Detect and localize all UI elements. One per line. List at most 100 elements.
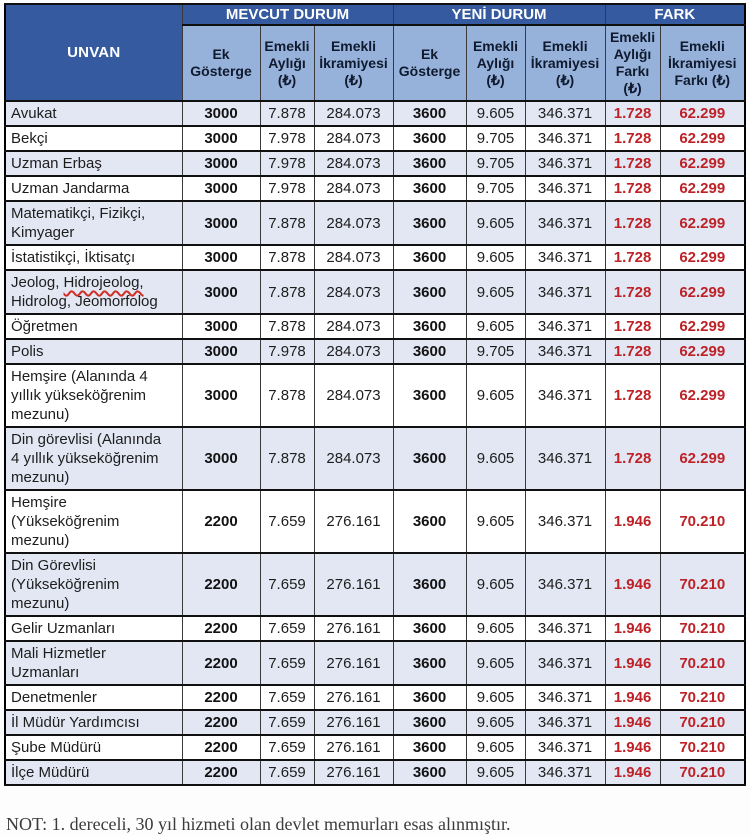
table-row: Din Görevlisi (Yükseköğrenim mezunu) 220… — [4, 552, 746, 617]
mevcut-ek-gosterge-cell: 3000 — [181, 244, 261, 271]
mevcut-ek-gosterge-cell: 3000 — [181, 363, 261, 428]
unvan-cell: Jeolog, Hidrojeolog, Hidrolog, Jeomorfol… — [4, 269, 183, 315]
mevcut-emekli-ayligi-cell: 7.878 — [259, 426, 315, 491]
fark-emekli-ikramiyesi-cell: 62.299 — [659, 200, 746, 246]
fark-emekli-ikramiyesi-cell: 62.299 — [659, 125, 746, 152]
unvan-cell: Bekçi — [4, 125, 183, 152]
table-row: Denetmenler 2200 7.659 276.161 3600 9.60… — [4, 684, 746, 711]
mevcut-emekli-ikramiyesi-cell: 284.073 — [313, 100, 394, 127]
yeni-ek-gosterge-cell: 3600 — [392, 640, 467, 686]
yeni-emekli-ikramiyesi-cell: 346.371 — [524, 244, 606, 271]
yeni-emekli-ikramiyesi-cell: 346.371 — [524, 759, 606, 786]
unvan-cell: Din Görevlisi (Yükseköğrenim mezunu) — [4, 552, 183, 617]
yeni-ek-gosterge-cell: 3600 — [392, 684, 467, 711]
yeni-ek-gosterge-cell: 3600 — [392, 615, 467, 642]
mevcut-emekli-ikramiyesi-cell: 276.161 — [313, 759, 394, 786]
fark-emekli-ayligi-cell: 1.728 — [604, 338, 661, 365]
yeni-ek-gosterge-cell: 3600 — [392, 175, 467, 202]
mevcut-emekli-ayligi-cell: 7.878 — [259, 313, 315, 340]
fark-emekli-ikramiyesi-cell: 62.299 — [659, 363, 746, 428]
table-row: Bekçi 3000 7.978 284.073 3600 9.705 346.… — [4, 125, 746, 152]
fark-emekli-ikramiyesi-cell: 62.299 — [659, 175, 746, 202]
fark-emekli-ikramiyesi-cell: 70.210 — [659, 734, 746, 761]
table-row: Jeolog, Hidrojeolog, Hidrolog, Jeomorfol… — [4, 269, 746, 315]
fark-emekli-ikramiyesi-cell: 70.210 — [659, 615, 746, 642]
unvan-cell: Denetmenler — [4, 684, 183, 711]
mevcut-emekli-ayligi-cell: 7.878 — [259, 100, 315, 127]
column-header-mevcut-emekli-ayligi: Emekli Aylığı (₺) — [259, 24, 315, 102]
unvan-cell: İstatistikçi, İktisatçı — [4, 244, 183, 271]
yeni-ek-gosterge-cell: 3600 — [392, 759, 467, 786]
mevcut-emekli-ikramiyesi-cell: 284.073 — [313, 269, 394, 315]
group-header-mevcut-durum: MEVCUT DURUM — [181, 3, 394, 26]
yeni-emekli-ayligi-cell: 9.605 — [465, 100, 526, 127]
mevcut-ek-gosterge-cell: 2200 — [181, 759, 261, 786]
yeni-emekli-ayligi-cell: 9.705 — [465, 338, 526, 365]
yeni-emekli-ikramiyesi-cell: 346.371 — [524, 338, 606, 365]
mevcut-emekli-ayligi-cell: 7.978 — [259, 175, 315, 202]
yeni-emekli-ikramiyesi-cell: 346.371 — [524, 150, 606, 177]
column-header-mevcut-ek-gosterge: Ek Gösterge — [181, 24, 261, 102]
mevcut-emekli-ayligi-cell: 7.659 — [259, 759, 315, 786]
fark-emekli-ikramiyesi-cell: 62.299 — [659, 313, 746, 340]
mevcut-emekli-ikramiyesi-cell: 284.073 — [313, 175, 394, 202]
fark-emekli-ikramiyesi-cell: 70.210 — [659, 709, 746, 736]
yeni-emekli-ikramiyesi-cell: 346.371 — [524, 175, 606, 202]
fark-emekli-ayligi-cell: 1.946 — [604, 615, 661, 642]
mevcut-ek-gosterge-cell: 3000 — [181, 426, 261, 491]
yeni-emekli-ayligi-cell: 9.605 — [465, 200, 526, 246]
table-row: Öğretmen 3000 7.878 284.073 3600 9.605 3… — [4, 313, 746, 340]
unvan-cell: İlçe Müdürü — [4, 759, 183, 786]
yeni-emekli-ikramiyesi-cell: 346.371 — [524, 100, 606, 127]
mevcut-emekli-ayligi-cell: 7.978 — [259, 338, 315, 365]
mevcut-emekli-ikramiyesi-cell: 276.161 — [313, 489, 394, 554]
unvan-cell: Matematikçi, Fizikçi, Kimyager — [4, 200, 183, 246]
yeni-emekli-ikramiyesi-cell: 346.371 — [524, 684, 606, 711]
column-header-fark-emekli-ikramiyesi: Emekli İkramiyesi Farkı (₺) — [659, 24, 746, 102]
table-row: Uzman Jandarma 3000 7.978 284.073 3600 9… — [4, 175, 746, 202]
table-row: Hemşire (Yükseköğrenim mezunu) 2200 7.65… — [4, 489, 746, 554]
mevcut-emekli-ikramiyesi-cell: 276.161 — [313, 640, 394, 686]
yeni-emekli-ayligi-cell: 9.605 — [465, 313, 526, 340]
yeni-ek-gosterge-cell: 3600 — [392, 244, 467, 271]
mevcut-emekli-ikramiyesi-cell: 284.073 — [313, 363, 394, 428]
yeni-emekli-ayligi-cell: 9.605 — [465, 489, 526, 554]
mevcut-emekli-ayligi-cell: 7.659 — [259, 684, 315, 711]
mevcut-emekli-ayligi-cell: 7.659 — [259, 734, 315, 761]
mevcut-emekli-ikramiyesi-cell: 284.073 — [313, 338, 394, 365]
mevcut-ek-gosterge-cell: 3000 — [181, 150, 261, 177]
mevcut-ek-gosterge-cell: 3000 — [181, 313, 261, 340]
yeni-emekli-ayligi-cell: 9.605 — [465, 552, 526, 617]
group-header-yeni-durum: YENİ DURUM — [392, 3, 606, 26]
unvan-cell: Polis — [4, 338, 183, 365]
yeni-emekli-ayligi-cell: 9.605 — [465, 734, 526, 761]
yeni-emekli-ikramiyesi-cell: 346.371 — [524, 200, 606, 246]
fark-emekli-ikramiyesi-cell: 70.210 — [659, 489, 746, 554]
table-row: Polis 3000 7.978 284.073 3600 9.705 346.… — [4, 338, 746, 365]
unvan-cell: Gelir Uzmanları — [4, 615, 183, 642]
mevcut-emekli-ikramiyesi-cell: 284.073 — [313, 313, 394, 340]
mevcut-ek-gosterge-cell: 2200 — [181, 709, 261, 736]
yeni-ek-gosterge-cell: 3600 — [392, 338, 467, 365]
fark-emekli-ayligi-cell: 1.728 — [604, 269, 661, 315]
mevcut-emekli-ayligi-cell: 7.978 — [259, 150, 315, 177]
yeni-emekli-ayligi-cell: 9.605 — [465, 684, 526, 711]
mevcut-emekli-ayligi-cell: 7.659 — [259, 709, 315, 736]
fark-emekli-ikramiyesi-cell: 70.210 — [659, 640, 746, 686]
fark-emekli-ayligi-cell: 1.946 — [604, 684, 661, 711]
yeni-emekli-ikramiyesi-cell: 346.371 — [524, 426, 606, 491]
column-header-fark-emekli-ayligi: Emekli Aylığı Farkı (₺) — [604, 24, 661, 102]
mevcut-emekli-ayligi-cell: 7.659 — [259, 640, 315, 686]
unvan-cell: Avukat — [4, 100, 183, 127]
table-row: Avukat 3000 7.878 284.073 3600 9.605 346… — [4, 100, 746, 127]
fark-emekli-ayligi-cell: 1.728 — [604, 175, 661, 202]
mevcut-emekli-ikramiyesi-cell: 276.161 — [313, 552, 394, 617]
unvan-cell: Öğretmen — [4, 313, 183, 340]
mevcut-ek-gosterge-cell: 2200 — [181, 552, 261, 617]
yeni-emekli-ikramiyesi-cell: 346.371 — [524, 489, 606, 554]
yeni-ek-gosterge-cell: 3600 — [392, 426, 467, 491]
fark-emekli-ayligi-cell: 1.728 — [604, 313, 661, 340]
yeni-emekli-ayligi-cell: 9.705 — [465, 125, 526, 152]
fark-emekli-ikramiyesi-cell: 70.210 — [659, 684, 746, 711]
group-header-fark: FARK — [604, 3, 746, 26]
